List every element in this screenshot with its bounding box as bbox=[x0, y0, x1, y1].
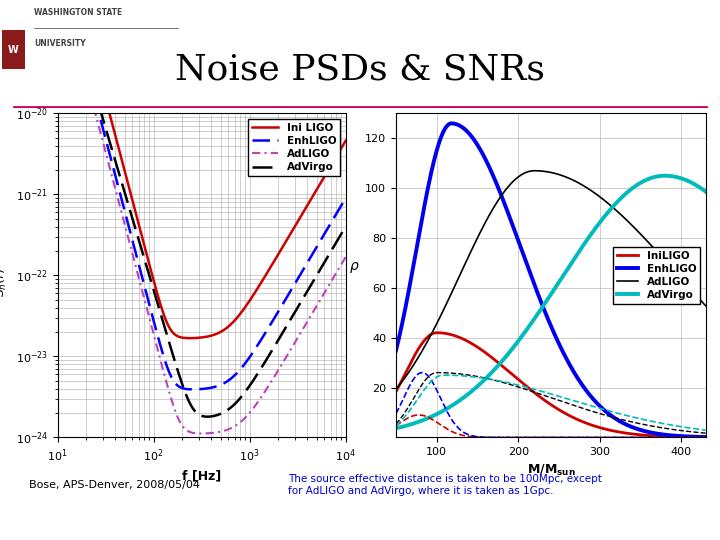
IniLIGO bbox=[701, 434, 710, 441]
Ini LIGO bbox=[83, 25, 91, 31]
IniLIGO bbox=[528, 388, 537, 395]
X-axis label: M/M$_\mathregular{sun}$: M/M$_\mathregular{sun}$ bbox=[526, 463, 575, 478]
Text: UNIVERSITY: UNIVERSITY bbox=[35, 39, 86, 48]
AdVirgo bbox=[203, 414, 212, 420]
AdLIGO bbox=[251, 402, 260, 408]
Line: EnhLIGO: EnhLIGO bbox=[396, 123, 706, 437]
Y-axis label: $S_h(f)^{0.5}$: $S_h(f)^{0.5}$ bbox=[0, 254, 10, 297]
IniLIGO bbox=[634, 431, 642, 438]
IniLIGO bbox=[433, 329, 441, 336]
AdLIGO bbox=[639, 234, 647, 240]
Ini LIGO bbox=[284, 235, 292, 242]
Text: The source effective distance is taken to be 100Mpc, except
for AdLIGO and AdVir: The source effective distance is taken t… bbox=[288, 474, 602, 496]
Text: Bose, APS-Denver, 2008/05/04: Bose, APS-Denver, 2008/05/04 bbox=[29, 481, 200, 490]
Text: W: W bbox=[8, 45, 19, 55]
AdLIGO bbox=[701, 302, 710, 309]
EnhLIGO bbox=[423, 186, 432, 193]
AdVirgo bbox=[528, 319, 536, 325]
Ini LIGO bbox=[251, 288, 260, 295]
AdVirgo bbox=[701, 188, 710, 195]
EnhLIGO bbox=[392, 347, 400, 354]
AdVirgo bbox=[170, 355, 179, 362]
EnhLIGO bbox=[517, 246, 526, 253]
AdLIGO bbox=[284, 352, 292, 358]
EnhLIGO bbox=[447, 120, 456, 126]
AdVirgo bbox=[517, 334, 526, 340]
EnhLIGO bbox=[170, 379, 179, 385]
AdVirgo bbox=[604, 208, 613, 215]
AdVirgo bbox=[284, 321, 292, 328]
Line: AdLIGO: AdLIGO bbox=[58, 0, 346, 434]
AdLIGO bbox=[528, 167, 536, 174]
EnhLIGO bbox=[634, 426, 642, 433]
EnhLIGO bbox=[701, 434, 710, 440]
Line: AdVirgo: AdVirgo bbox=[396, 176, 706, 428]
EnhLIGO bbox=[278, 301, 287, 308]
AdVirgo bbox=[278, 330, 287, 336]
IniLIGO bbox=[517, 379, 526, 386]
AdLIGO bbox=[278, 360, 287, 367]
AdLIGO bbox=[517, 172, 526, 178]
Ini LIGO bbox=[341, 138, 350, 144]
AdLIGO bbox=[423, 338, 432, 345]
AdVirgo bbox=[341, 224, 350, 230]
EnhLIGO bbox=[284, 293, 292, 299]
Line: IniLIGO: IniLIGO bbox=[396, 333, 706, 437]
AdVirgo bbox=[661, 172, 670, 179]
EnhLIGO bbox=[341, 195, 350, 201]
AdVirgo bbox=[83, 62, 91, 69]
EnhLIGO bbox=[189, 386, 197, 393]
Text: WASHINGTON STATE: WASHINGTON STATE bbox=[35, 8, 122, 17]
EnhLIGO bbox=[528, 277, 537, 284]
EnhLIGO bbox=[605, 411, 613, 417]
EnhLIGO bbox=[251, 345, 260, 352]
AdLIGO bbox=[83, 78, 91, 85]
AdVirgo bbox=[392, 425, 400, 431]
EnhLIGO bbox=[83, 65, 91, 71]
IniLIGO bbox=[605, 427, 613, 433]
Line: AdVirgo: AdVirgo bbox=[58, 0, 346, 417]
Line: AdLIGO: AdLIGO bbox=[396, 171, 706, 389]
AdVirgo bbox=[180, 387, 189, 394]
IniLIGO bbox=[639, 432, 647, 438]
AdVirgo bbox=[423, 415, 432, 422]
AdVirgo bbox=[639, 178, 647, 185]
Legend: Ini LIGO, EnhLIGO, AdLIGO, AdVirgo: Ini LIGO, EnhLIGO, AdLIGO, AdVirgo bbox=[248, 119, 341, 177]
Line: Ini LIGO: Ini LIGO bbox=[58, 0, 346, 338]
AdLIGO bbox=[341, 254, 350, 260]
Line: EnhLIGO: EnhLIGO bbox=[58, 0, 346, 389]
AdLIGO bbox=[605, 201, 613, 207]
AdLIGO bbox=[170, 404, 179, 411]
AdLIGO bbox=[180, 425, 189, 431]
Ini LIGO bbox=[180, 335, 189, 341]
AdVirgo bbox=[251, 374, 260, 380]
X-axis label: f [Hz]: f [Hz] bbox=[182, 469, 221, 482]
Ini LIGO bbox=[278, 244, 287, 251]
Text: Noise PSDs & SNRs: Noise PSDs & SNRs bbox=[175, 52, 545, 86]
AdLIGO bbox=[392, 386, 400, 393]
Ini LIGO bbox=[170, 330, 179, 337]
AdLIGO bbox=[634, 228, 642, 234]
AdLIGO bbox=[197, 430, 205, 437]
Ini LIGO bbox=[185, 335, 194, 341]
Legend: IniLIGO, EnhLIGO, AdLIGO, AdVirgo: IniLIGO, EnhLIGO, AdLIGO, AdVirgo bbox=[613, 247, 701, 304]
EnhLIGO bbox=[180, 386, 189, 392]
AdLIGO bbox=[530, 167, 539, 174]
EnhLIGO bbox=[639, 428, 647, 434]
Y-axis label: $\rho$: $\rho$ bbox=[348, 260, 359, 275]
AdVirgo bbox=[633, 181, 642, 188]
IniLIGO bbox=[392, 388, 400, 395]
IniLIGO bbox=[423, 334, 432, 340]
